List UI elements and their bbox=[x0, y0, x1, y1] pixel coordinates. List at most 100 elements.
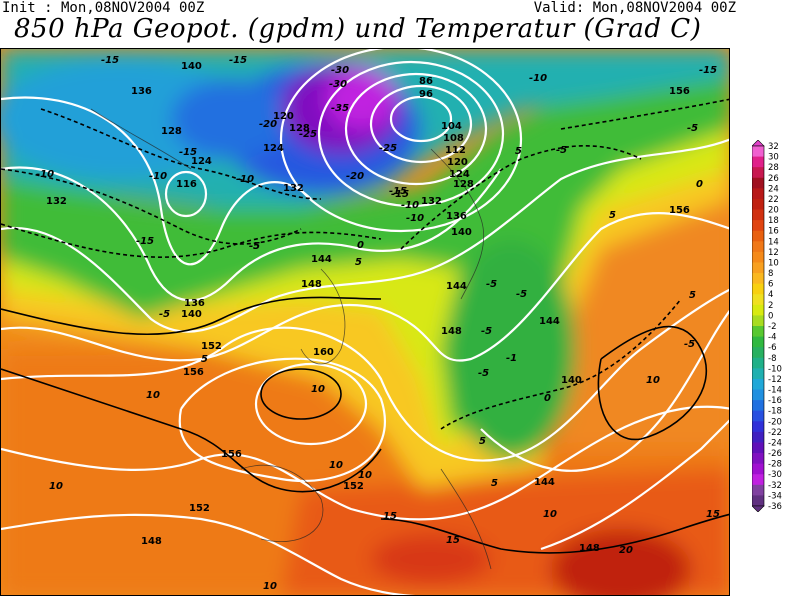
temp-label: 10 bbox=[358, 470, 372, 481]
geopot-label: 136 bbox=[184, 298, 205, 309]
colorbar-label: 30 bbox=[768, 153, 779, 163]
geopot-label: 144 bbox=[446, 281, 467, 292]
colorbar-label: 8 bbox=[768, 269, 773, 279]
contour-124 bbox=[1, 96, 312, 266]
temp-label: -30 bbox=[329, 79, 347, 90]
colorbar-swatch bbox=[752, 442, 764, 454]
colorbar-swatch bbox=[752, 230, 764, 242]
low-center-contour bbox=[389, 95, 453, 143]
temp-label: 10 bbox=[311, 384, 325, 395]
colorbar-swatch bbox=[752, 495, 764, 507]
temp-label: 20 bbox=[619, 545, 633, 556]
temp-label: 15 bbox=[706, 509, 720, 520]
colorbar-label: -6 bbox=[768, 343, 776, 353]
temp-label: 5 bbox=[609, 210, 616, 221]
isotherm-minus5-east bbox=[560, 98, 729, 130]
geopot-label: 128 bbox=[289, 123, 310, 134]
colorbar-label: 22 bbox=[768, 195, 779, 205]
colorbar-label: 6 bbox=[768, 280, 773, 290]
geopotential-contours bbox=[1, 49, 729, 595]
geopot-label: 148 bbox=[579, 543, 600, 554]
temp-label: -5 bbox=[687, 123, 698, 134]
colorbar-label: -32 bbox=[768, 481, 782, 491]
temp-field bbox=[1, 49, 729, 595]
isotherm-5 bbox=[1, 296, 382, 336]
temp-label: -5 bbox=[486, 279, 497, 290]
geopot-label: 108 bbox=[443, 133, 464, 144]
colorbar-swatch bbox=[752, 410, 764, 422]
geopot-label: 124 bbox=[263, 143, 284, 154]
colorbar-swatch bbox=[752, 463, 764, 475]
colorbar-label: -12 bbox=[768, 375, 782, 385]
temp-label: -1 bbox=[506, 353, 517, 364]
colorbar-label: -18 bbox=[768, 407, 782, 417]
temp-label: -5 bbox=[249, 241, 260, 252]
colorbar-swatch bbox=[752, 294, 764, 306]
temp-label: -15 bbox=[179, 147, 197, 158]
colorbar-swatch bbox=[752, 283, 764, 295]
temp-label: -15 bbox=[389, 186, 407, 197]
colorbar-top-arrow bbox=[752, 140, 765, 147]
temp-label: -15 bbox=[101, 55, 119, 66]
contour-148 bbox=[1, 212, 729, 362]
temp-label: 10 bbox=[543, 509, 557, 520]
colorbar-label: 20 bbox=[768, 206, 779, 216]
temp-label: 10 bbox=[146, 390, 160, 401]
temp-label: -5 bbox=[684, 339, 695, 350]
colorbar-label: -4 bbox=[768, 333, 776, 343]
colorbar-label: -28 bbox=[768, 460, 782, 470]
colorbar-label: 32 bbox=[768, 142, 779, 152]
isotherm-10-east bbox=[597, 325, 708, 441]
coast-italy bbox=[440, 468, 492, 570]
init-time: Init : Mon,08NOV2004 00Z bbox=[2, 0, 205, 16]
temp-label: -35 bbox=[331, 103, 349, 114]
isotherm-10-warm bbox=[260, 368, 342, 420]
contour-148-south bbox=[1, 513, 415, 595]
geopot-label: 132 bbox=[46, 196, 67, 207]
colorbar-swatch bbox=[752, 304, 764, 316]
low-contour-4 bbox=[317, 60, 505, 208]
isotherm-10 bbox=[1, 368, 382, 493]
geopot-label: 152 bbox=[343, 481, 364, 492]
geopot-label: 148 bbox=[141, 536, 162, 547]
geopot-label: 120 bbox=[273, 111, 294, 122]
temp-label: 15 bbox=[383, 511, 397, 522]
temp-label: 0 bbox=[696, 179, 703, 190]
colorbar-swatch bbox=[752, 156, 764, 168]
geopot-label: 120 bbox=[447, 157, 468, 168]
temp-label: -10 bbox=[36, 169, 54, 180]
coastlines bbox=[90, 108, 492, 570]
temp-label: -15 bbox=[136, 236, 154, 247]
isotherm-0-east bbox=[440, 298, 682, 430]
temp-label: -20 bbox=[259, 119, 277, 130]
temp-label: -20 bbox=[346, 171, 364, 182]
map-canvas: 140 136 128 120 124 116 132 124 128 132 … bbox=[1, 49, 729, 595]
temp-label: 0 bbox=[544, 393, 551, 404]
west-low-contour bbox=[164, 170, 208, 218]
colorbar-label: 16 bbox=[768, 227, 779, 237]
low-contour-5 bbox=[279, 49, 523, 233]
geopot-label: 156 bbox=[183, 367, 204, 378]
colorbar-swatch bbox=[752, 484, 764, 496]
geopot-label: 96 bbox=[419, 89, 433, 100]
temp-label: -10 bbox=[236, 174, 254, 185]
colorbar-swatch bbox=[752, 273, 764, 285]
colorbar-swatch bbox=[752, 357, 764, 369]
geopot-label: 132 bbox=[421, 196, 442, 207]
temp-label: -15 bbox=[699, 65, 717, 76]
temp-label: -25 bbox=[299, 129, 317, 140]
temp-label: -15 bbox=[229, 55, 247, 66]
isotherm-minus15 bbox=[40, 108, 322, 200]
geopot-label: 148 bbox=[441, 326, 462, 337]
temp-label: -25 bbox=[379, 143, 397, 154]
colorbar-swatch bbox=[752, 251, 764, 263]
colorbar-label: -30 bbox=[768, 470, 782, 480]
geopot-label: 156 bbox=[221, 449, 242, 460]
colorbar-swatch bbox=[752, 326, 764, 338]
colorbar-label: 4 bbox=[768, 290, 773, 300]
colorbar-label: -14 bbox=[768, 386, 782, 396]
colorbar-swatch bbox=[752, 474, 764, 486]
geopot-label: 140 bbox=[561, 375, 582, 386]
colorbar-swatch bbox=[752, 167, 764, 179]
geopot-label: 112 bbox=[445, 145, 466, 156]
